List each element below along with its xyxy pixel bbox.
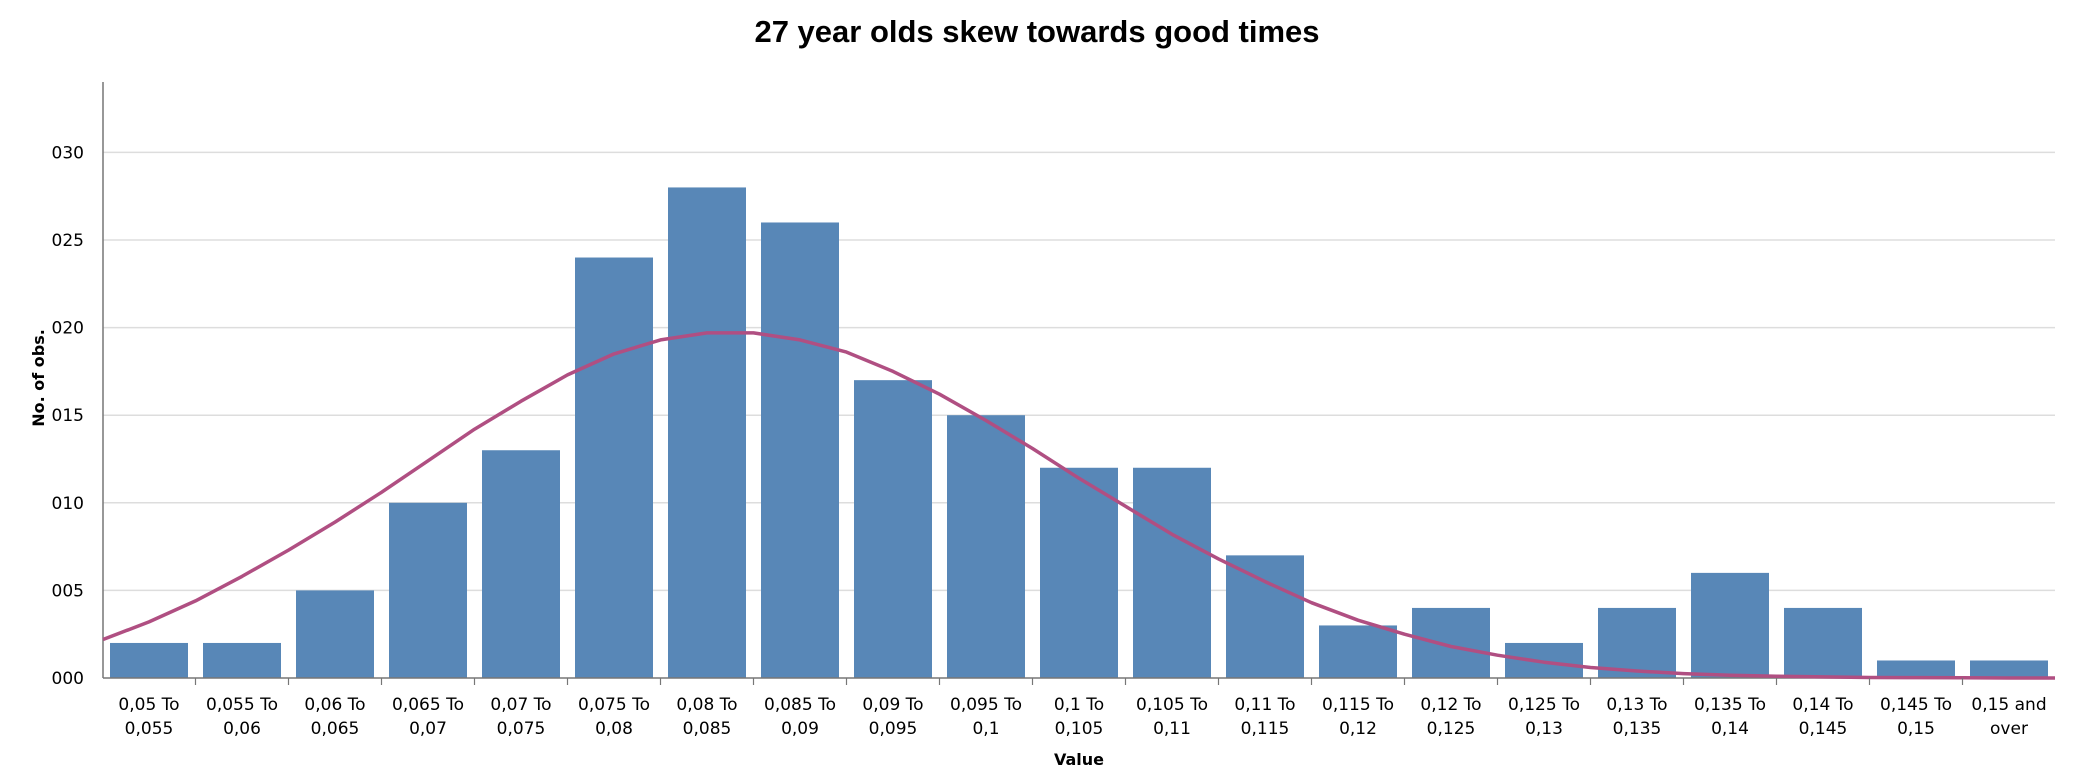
x-category-label: 0,08 To 0,085: [676, 695, 737, 739]
x-category-label: 0,07 To 0,075: [490, 695, 551, 739]
bar: [1784, 607, 1862, 678]
y-tick-label: 025: [52, 231, 84, 251]
bar: [296, 590, 374, 678]
x-category-label: 0,05 To 0,055: [118, 695, 179, 739]
bar: [1133, 467, 1211, 678]
bar: [854, 380, 932, 678]
x-category-label: 0,15 and over: [1971, 695, 2046, 739]
y-tick-label: 020: [52, 319, 84, 339]
y-tick-label: 010: [52, 494, 84, 514]
bar: [947, 415, 1025, 678]
x-category-label: 0,095 To 0,1: [950, 695, 1022, 739]
bar: [1877, 660, 1955, 678]
x-category-label: 0,075 To 0,08: [578, 695, 650, 739]
bar: [575, 257, 653, 678]
bar: [1598, 607, 1676, 678]
x-axis-title: Value: [1054, 750, 1104, 769]
x-category-label: 0,065 To 0,07: [392, 695, 464, 739]
bar: [1040, 467, 1118, 678]
x-category-label: 0,14 To 0,145: [1792, 695, 1853, 739]
axes: [102, 82, 2055, 679]
x-category-label: 0,115 To 0,12: [1322, 695, 1394, 739]
bars: [110, 187, 2048, 679]
bar: [110, 642, 188, 678]
x-category-label: 0,145 To 0,15: [1880, 695, 1952, 739]
normal-curve: [102, 331, 2055, 680]
x-category-label: 0,135 To 0,14: [1694, 695, 1766, 739]
bar: [203, 642, 281, 678]
bar: [761, 222, 839, 679]
bar: [389, 502, 467, 678]
bar: [1970, 660, 2048, 678]
x-category-label: 0,13 To 0,135: [1606, 695, 1667, 739]
y-tick-label: 005: [52, 581, 84, 601]
x-category-label: 0,105 To 0,11: [1136, 695, 1208, 739]
x-category-label: 0,085 To 0,09: [764, 695, 836, 739]
y-tick-label: 000: [52, 669, 84, 689]
x-category-label: 0,1 To 0,105: [1054, 695, 1104, 739]
bar: [1319, 625, 1397, 678]
x-category-label: 0,11 To 0,115: [1234, 695, 1295, 739]
normal-curve-layer: [102, 331, 2055, 680]
y-axis-title: No. of obs.: [29, 329, 48, 427]
y-tick-label: 015: [52, 406, 84, 426]
bar: [1691, 572, 1769, 678]
bar: [482, 450, 560, 678]
y-tick-label: 030: [52, 143, 84, 163]
bar: [1226, 555, 1304, 678]
y-tick-labels: 000 005 010 015 020 025 030: [52, 143, 84, 689]
bar: [1412, 607, 1490, 678]
bar: [668, 187, 746, 678]
x-category-label: 0,125 To 0,13: [1508, 695, 1580, 739]
x-category-labels: 0,05 To 0,055 0,055 To 0,06 0,06 To 0,065 0,06…: [118, 678, 2047, 739]
x-category-label: 0,06 To 0,065: [304, 695, 365, 739]
x-category-label: 0,055 To 0,06: [206, 695, 278, 739]
x-category-label: 0,09 To 0,095: [862, 695, 923, 739]
x-category-label: 0,12 To 0,125: [1420, 695, 1481, 739]
chart-title: 27 year olds skew towards good times: [754, 14, 1320, 49]
